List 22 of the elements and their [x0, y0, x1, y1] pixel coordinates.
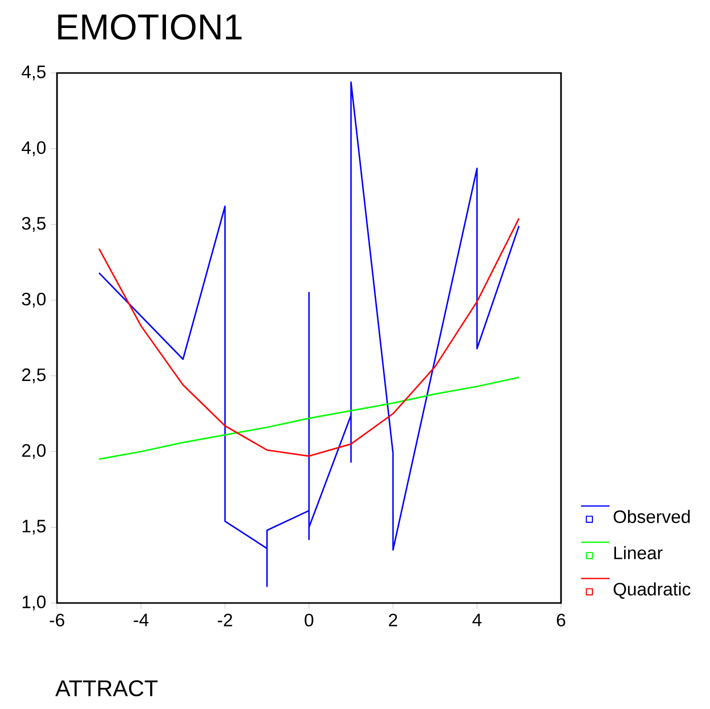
x-tick-label: -2	[218, 614, 232, 626]
y-tick-label: 4,0	[22, 141, 46, 156]
chart-title: EMOTION1	[58, 14, 242, 40]
y-tick-label: 1,5	[22, 520, 46, 535]
legend-label: Quadratic	[614, 582, 690, 599]
legend-label: Linear	[614, 546, 663, 560]
y-tick-label: 3,0	[22, 292, 46, 308]
x-tick-label: -6	[50, 614, 64, 626]
x-tick-label: -4	[134, 614, 148, 626]
y-tick-label: 3,5	[22, 216, 46, 232]
x-tick-label: 2	[388, 614, 398, 626]
line-series	[98, 81, 520, 588]
x-tick-label: 6	[556, 614, 566, 626]
legend-label: Observed	[614, 510, 690, 524]
y-tick-label: 4,5	[22, 66, 46, 80]
y-tick-label: 1,0	[22, 596, 46, 610]
x-axis-title: ATTRACT	[55, 680, 158, 696]
y-tick-label: 2,5	[22, 368, 46, 384]
x-tick-label: 0	[304, 614, 314, 626]
x-tick-label: 4	[472, 614, 482, 626]
line-series	[98, 218, 520, 457]
y-tick-label: 2,0	[22, 444, 46, 459]
